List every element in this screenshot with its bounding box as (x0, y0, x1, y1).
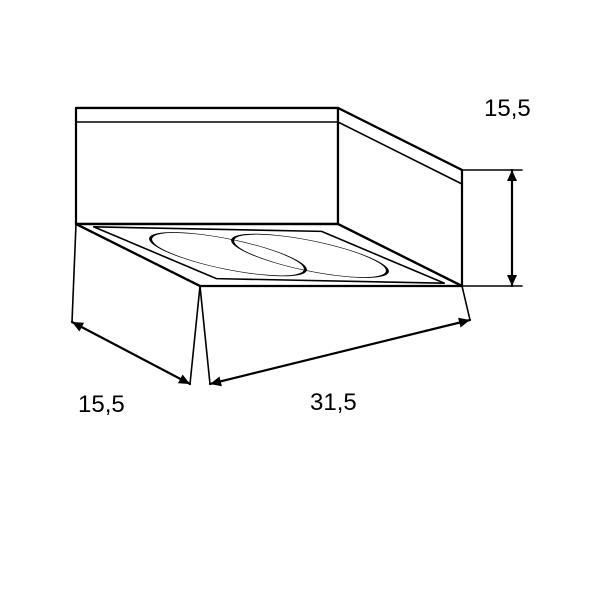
dim-depth-label: 15,5 (78, 391, 125, 418)
dim-width-label: 31,5 (310, 389, 357, 416)
dimension-diagram: 15,5 31,5 15,5 (0, 0, 600, 600)
dim-height-label: 15,5 (484, 95, 531, 122)
